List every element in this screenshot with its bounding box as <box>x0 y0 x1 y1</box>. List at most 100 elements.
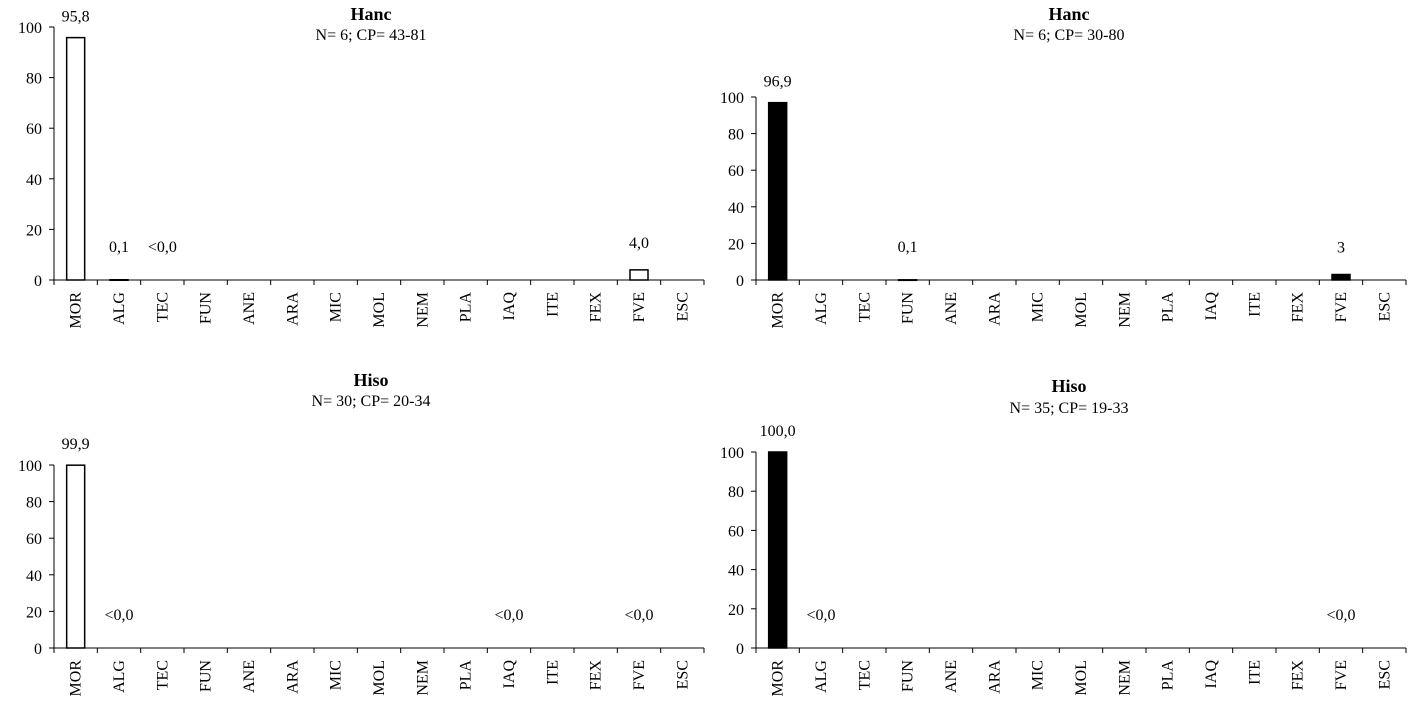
data-label: <0,0 <box>806 607 835 624</box>
chart-subtitle: N= 35; CP= 19-33 <box>1010 400 1129 417</box>
y-tick-label: 40 <box>26 172 42 189</box>
bar-mor <box>769 452 787 648</box>
x-category-label: NEM <box>1116 292 1133 328</box>
data-label: 0,1 <box>898 239 918 256</box>
x-category-label: ALG <box>111 660 128 693</box>
y-tick-label: 0 <box>34 273 42 290</box>
x-category-label: TEC <box>856 292 873 322</box>
y-tick-label: 60 <box>26 121 42 138</box>
x-category-label: IAQ <box>1203 292 1220 321</box>
x-category-label: NEM <box>414 292 431 328</box>
x-category-label: FUN <box>900 292 917 324</box>
data-label: 0,1 <box>109 239 129 256</box>
x-category-label: IAQ <box>1203 660 1220 689</box>
bar-mor <box>769 103 787 280</box>
x-category-label: FUN <box>198 660 215 692</box>
x-category-label: FEX <box>1290 660 1307 691</box>
chart-subtitle: N= 30; CP= 20-34 <box>312 393 431 410</box>
data-label: 96,9 <box>764 74 792 91</box>
x-category-label: FEX <box>1290 292 1307 323</box>
x-category-label: MIC <box>1030 292 1047 322</box>
x-category-label: FVE <box>1333 292 1350 322</box>
x-category-label: ALG <box>813 292 830 325</box>
x-category-label: ARA <box>284 292 301 326</box>
x-category-label: MOL <box>371 292 388 328</box>
chart-title: Hanc <box>1048 4 1089 24</box>
data-label: <0,0 <box>148 239 177 256</box>
x-category-label: ESC <box>674 660 691 689</box>
x-category-label: MOR <box>68 660 85 697</box>
bar-alg <box>110 280 128 281</box>
y-tick-label: 100 <box>18 458 42 475</box>
y-tick-label: 100 <box>720 445 744 462</box>
y-tick-label: 60 <box>728 523 744 540</box>
x-category-label: NEM <box>1116 660 1133 696</box>
x-category-label: FEX <box>588 660 605 691</box>
y-tick-label: 20 <box>26 222 42 239</box>
chart-panel-1: Hanc N= 6; CP= 43-81 0 20 40 60 80 100 MOR 95,8… <box>18 4 704 328</box>
y-tick-label: 0 <box>736 273 744 290</box>
x-category-label: PLA <box>458 292 475 323</box>
x-category-label: MIC <box>1030 660 1047 690</box>
y-tick-label: 20 <box>728 602 744 619</box>
x-category-label: TEC <box>154 292 171 322</box>
data-label: 3 <box>1337 240 1345 257</box>
y-tick-label: 20 <box>26 604 42 621</box>
bar-fve <box>1332 275 1350 280</box>
bar-mor <box>67 38 85 280</box>
y-tick-label: 100 <box>720 90 744 107</box>
bar-fun <box>899 280 917 281</box>
y-tick-label: 20 <box>728 236 744 253</box>
x-category-label: PLA <box>458 660 475 691</box>
x-category-label: ESC <box>1376 292 1393 321</box>
data-label: <0,0 <box>624 607 653 624</box>
x-category-label: MOL <box>1073 660 1090 696</box>
x-category-label: ALG <box>813 660 830 693</box>
data-label: <0,0 <box>104 607 133 624</box>
x-category-label: FVE <box>1333 660 1350 690</box>
x-category-label: ITE <box>544 660 561 685</box>
x-category-label: MIC <box>328 660 345 690</box>
x-category-label: TEC <box>856 660 873 690</box>
x-category-label: FUN <box>900 660 917 692</box>
x-category-label: ESC <box>1376 660 1393 689</box>
chart-title: Hiso <box>1051 376 1086 396</box>
y-tick-label: 0 <box>34 641 42 658</box>
chart-panel-3: Hiso N= 30; CP= 20-34 0 20 40 60 80 100 MOR 99,… <box>18 370 704 696</box>
y-tick-label: 80 <box>728 484 744 501</box>
x-category-label: ITE <box>1246 292 1263 317</box>
x-category-label: TEC <box>154 660 171 690</box>
y-tick-label: 60 <box>26 531 42 548</box>
x-category-label: FVE <box>631 660 648 690</box>
y-tick-label: 80 <box>26 71 42 88</box>
x-category-label: ITE <box>1246 660 1263 685</box>
chart-title: Hiso <box>353 370 388 390</box>
x-category-label: FUN <box>198 292 215 324</box>
y-tick-label: 80 <box>728 127 744 144</box>
y-tick-label: 80 <box>26 495 42 512</box>
y-tick-label: 40 <box>728 200 744 217</box>
x-category-label: MOL <box>371 660 388 696</box>
data-label: 4,0 <box>629 235 649 252</box>
x-category-label: MOR <box>770 660 787 697</box>
x-category-label: NEM <box>414 660 431 696</box>
data-label: <0,0 <box>494 607 523 624</box>
data-label: 100,0 <box>760 423 796 440</box>
x-category-label: MOR <box>770 292 787 329</box>
y-tick-label: 60 <box>728 163 744 180</box>
x-category-label: PLA <box>1160 660 1177 691</box>
x-category-label: MIC <box>328 292 345 322</box>
chart-subtitle: N= 6; CP= 30-80 <box>1014 27 1125 44</box>
y-tick-label: 40 <box>728 563 744 580</box>
data-label: <0,0 <box>1326 607 1355 624</box>
x-category-label: ANE <box>241 292 258 325</box>
x-category-label: MOR <box>68 292 85 329</box>
chart-panel-4: Hiso N= 35; CP= 19-33 0 20 40 60 80 100 MOR 100… <box>720 376 1406 696</box>
x-category-label: ARA <box>986 660 1003 694</box>
x-category-label: IAQ <box>501 292 518 321</box>
chart-subtitle: N= 6; CP= 43-81 <box>316 27 427 44</box>
x-category-label: PLA <box>1160 292 1177 323</box>
bar-mor <box>67 465 85 648</box>
y-tick-label: 0 <box>736 641 744 658</box>
x-category-label: ARA <box>986 292 1003 326</box>
